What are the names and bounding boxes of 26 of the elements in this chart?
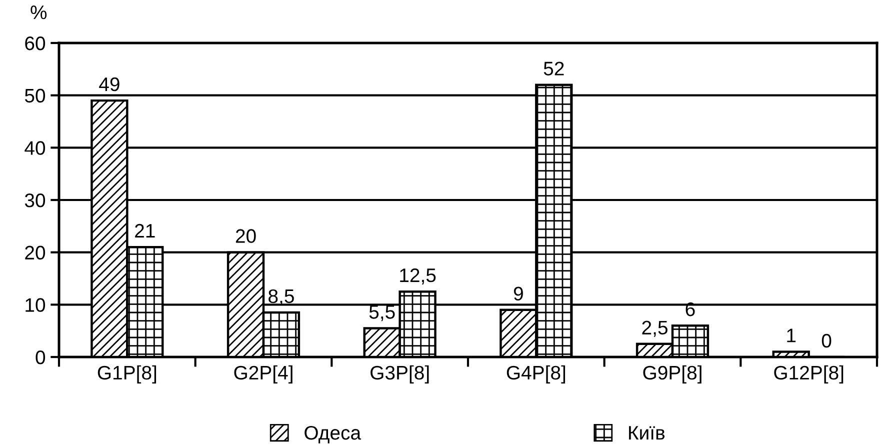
- data-label: 1: [787, 328, 796, 342]
- x-tick-label: G2P[4]: [234, 365, 292, 384]
- data-label: 52: [544, 62, 564, 76]
- y-tick-label: 50: [24, 88, 46, 103]
- x-tick-label: G12P[8]: [774, 365, 844, 384]
- legend-label: Київ: [629, 426, 665, 440]
- data-label: 9: [514, 286, 523, 300]
- x-tick-label: G3P[8]: [370, 365, 429, 384]
- y-tick-label: 40: [24, 141, 46, 155]
- y-tick-label: 60: [25, 36, 46, 50]
- data-label: 8,5: [268, 289, 294, 306]
- y-axis-title: %: [30, 6, 47, 20]
- y-tick-label: 20: [25, 246, 46, 260]
- y-tick-label: 0: [36, 350, 46, 364]
- data-label: 49: [99, 77, 120, 92]
- data-label: 21: [135, 224, 155, 238]
- x-tick-label: G9P[8]: [643, 365, 702, 384]
- y-tick-label: 30: [24, 193, 46, 208]
- data-label: 0: [822, 334, 832, 348]
- legend-label: Одеса: [304, 426, 362, 444]
- data-label: 20: [236, 229, 256, 243]
- y-tick-label: 10: [26, 298, 46, 312]
- data-label: 12,5: [400, 268, 436, 284]
- data-label: 2,5: [642, 320, 668, 337]
- x-tick-label: G1P[8]: [98, 365, 156, 384]
- x-tick-label: G4P[8]: [506, 365, 566, 384]
